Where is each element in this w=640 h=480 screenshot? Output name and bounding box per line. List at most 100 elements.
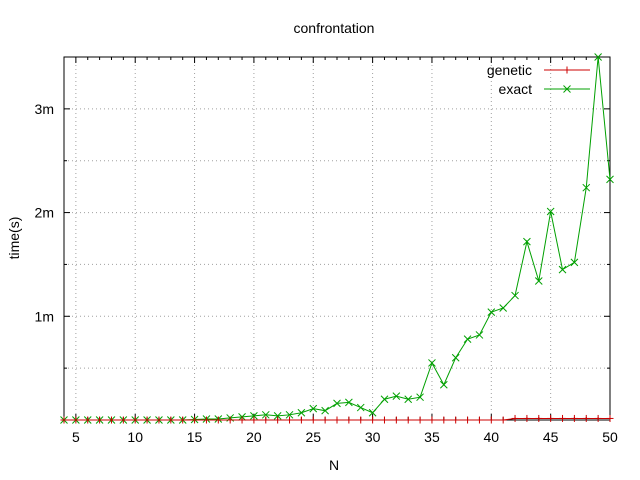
data-point-exact	[273, 411, 282, 420]
y-tick-label: 3m	[35, 101, 54, 117]
data-point-exact	[594, 53, 602, 61]
legend-entry-exact: exact	[499, 81, 590, 97]
marker-diag-b	[356, 403, 365, 412]
data-point-genetic	[570, 414, 578, 422]
data-point-genetic	[191, 416, 199, 424]
marker-diag-b	[392, 392, 401, 400]
data-point-exact	[416, 393, 424, 402]
marker-diag-b	[368, 408, 377, 417]
data-point-exact	[356, 403, 365, 412]
legend-marker-genetic	[563, 66, 571, 74]
data-point-exact	[392, 392, 401, 400]
marker-diag-b	[582, 183, 591, 192]
x-tick-label: 5	[72, 429, 80, 445]
data-point-genetic	[321, 416, 329, 424]
data-point-genetic	[392, 416, 400, 424]
data-point-genetic	[380, 416, 388, 424]
data-point-exact	[321, 406, 329, 415]
data-point-genetic	[179, 416, 187, 424]
data-point-genetic	[559, 414, 567, 422]
data-point-exact	[439, 380, 448, 389]
marker-diag-b	[451, 353, 460, 362]
x-axis-label: N	[329, 457, 339, 473]
data-point-exact	[511, 291, 519, 300]
data-point-genetic	[84, 416, 92, 424]
data-point-genetic	[60, 416, 68, 424]
data-point-genetic	[416, 416, 424, 424]
data-point-genetic	[428, 416, 436, 424]
marker-diag-b	[345, 398, 353, 407]
data-point-exact	[309, 404, 318, 413]
legend-entry-genetic: genetic	[487, 62, 590, 78]
x-tick-label: 15	[187, 429, 203, 445]
data-point-genetic	[131, 416, 139, 424]
x-tick-label: 25	[305, 429, 321, 445]
marker-diag-b	[404, 395, 413, 404]
data-point-exact	[250, 411, 258, 420]
series-layer	[60, 53, 614, 424]
data-point-exact	[582, 183, 591, 192]
data-point-exact	[499, 304, 508, 312]
marker-diag-b	[606, 175, 614, 184]
marker-diag-b	[261, 410, 270, 419]
plot-border	[63, 56, 611, 421]
data-point-genetic	[369, 416, 377, 424]
marker-diag-b	[463, 335, 472, 343]
data-point-exact	[570, 258, 579, 267]
data-point-genetic	[345, 416, 353, 424]
x-tick-label: 10	[127, 429, 143, 445]
legend-label: genetic	[487, 62, 532, 78]
data-point-exact	[345, 398, 353, 407]
data-point-exact	[523, 237, 531, 246]
data-point-genetic	[606, 414, 614, 422]
data-point-genetic	[535, 414, 543, 422]
data-point-exact	[487, 308, 496, 316]
data-point-genetic	[143, 416, 151, 424]
marker-diag-b	[523, 237, 531, 246]
data-point-genetic	[167, 416, 175, 424]
data-point-genetic	[475, 416, 483, 424]
data-point-exact	[463, 335, 472, 343]
marker-diag-b	[594, 53, 602, 61]
marker-diag-b	[380, 395, 389, 404]
data-point-genetic	[523, 414, 531, 422]
data-point-genetic	[357, 416, 365, 424]
data-point-exact	[404, 395, 413, 404]
chart-title: confrontation	[294, 20, 375, 36]
x-tick-label: 20	[246, 429, 262, 445]
x-tick-label: 30	[365, 429, 381, 445]
axes: 5 10 15 20 25 30 35 40 45 50 1m 2m 3m	[35, 56, 618, 445]
marker-diag-b	[487, 308, 496, 316]
data-point-genetic	[487, 416, 495, 424]
marker-diag-b	[273, 411, 282, 420]
data-point-genetic	[262, 416, 270, 424]
data-point-exact	[261, 410, 270, 419]
data-point-exact	[368, 408, 377, 417]
data-point-exact	[380, 395, 389, 404]
marker-diag-b	[297, 408, 306, 417]
series-genetic	[60, 414, 614, 424]
data-point-genetic	[452, 416, 460, 424]
data-point-genetic	[582, 414, 590, 422]
data-point-genetic	[594, 414, 602, 422]
legend-label: exact	[499, 81, 533, 97]
data-point-genetic	[274, 416, 282, 424]
data-point-genetic	[250, 416, 258, 424]
marker-diag-b	[570, 258, 579, 267]
data-point-exact	[428, 359, 436, 367]
y-tick-label: 2m	[35, 205, 54, 221]
marker-diag-b	[416, 393, 424, 402]
data-point-genetic	[202, 416, 210, 424]
y-tick-label: 1m	[35, 308, 54, 324]
x-tick-label: 45	[543, 429, 559, 445]
data-point-genetic	[404, 416, 412, 424]
data-point-exact	[546, 207, 555, 216]
data-point-exact	[558, 265, 567, 274]
marker-diag-b	[534, 277, 543, 285]
data-point-genetic	[214, 416, 222, 424]
marker-diag-b	[511, 291, 519, 300]
y-axis-label: time(s)	[6, 217, 22, 260]
marker-diag-b	[563, 85, 571, 93]
data-point-genetic	[286, 416, 294, 424]
data-point-exact	[285, 410, 294, 419]
